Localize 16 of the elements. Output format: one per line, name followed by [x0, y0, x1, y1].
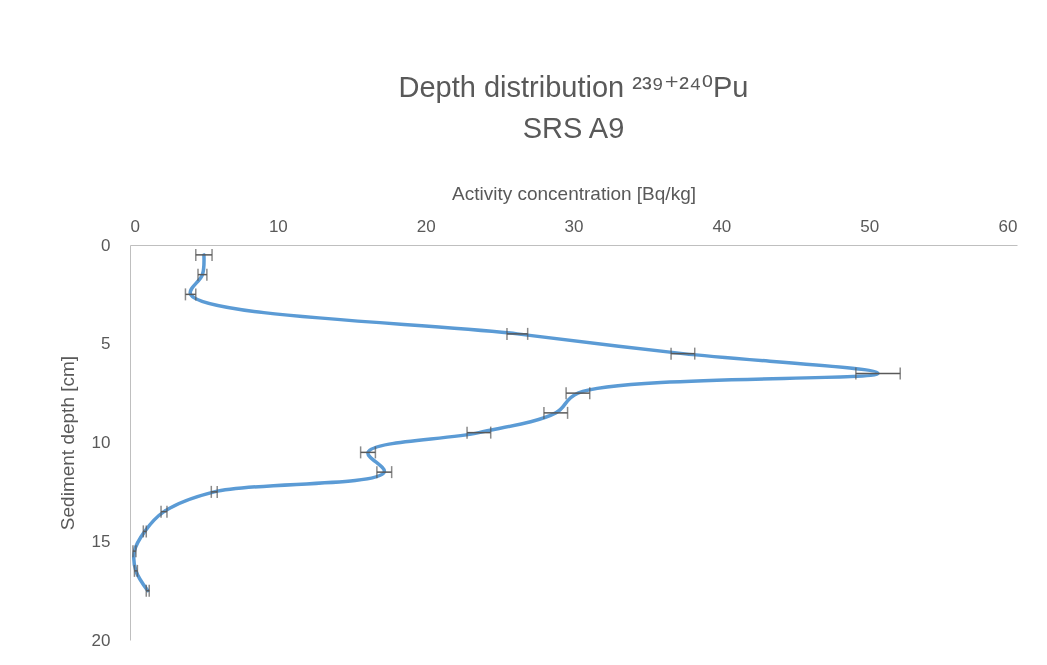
- x-tick-label: 20: [416, 216, 436, 236]
- y-axis-title: Sediment depth [cm]: [56, 355, 78, 531]
- y-tick-label: 5: [101, 334, 111, 354]
- x-tick-label: 10: [268, 216, 288, 236]
- x-tick-label: 50: [860, 216, 880, 236]
- y-tick-label: 0: [101, 235, 111, 255]
- x-axis-title: Activity concentration [Bq/kg]: [452, 182, 696, 204]
- x-tick-label: 30: [564, 216, 584, 236]
- chart-subtitle: SRS A9: [522, 112, 625, 144]
- chart-title: Depth distribution ²³⁹⁺²⁴⁰Pu: [398, 71, 749, 103]
- x-tick-label: 40: [712, 216, 732, 236]
- y-tick-label: 10: [91, 433, 111, 452]
- x-tick-label: 0: [130, 216, 140, 236]
- x-tick-label: 60: [998, 216, 1018, 236]
- y-tick-label: 15: [91, 531, 111, 551]
- y-tick-label: 20: [91, 630, 111, 650]
